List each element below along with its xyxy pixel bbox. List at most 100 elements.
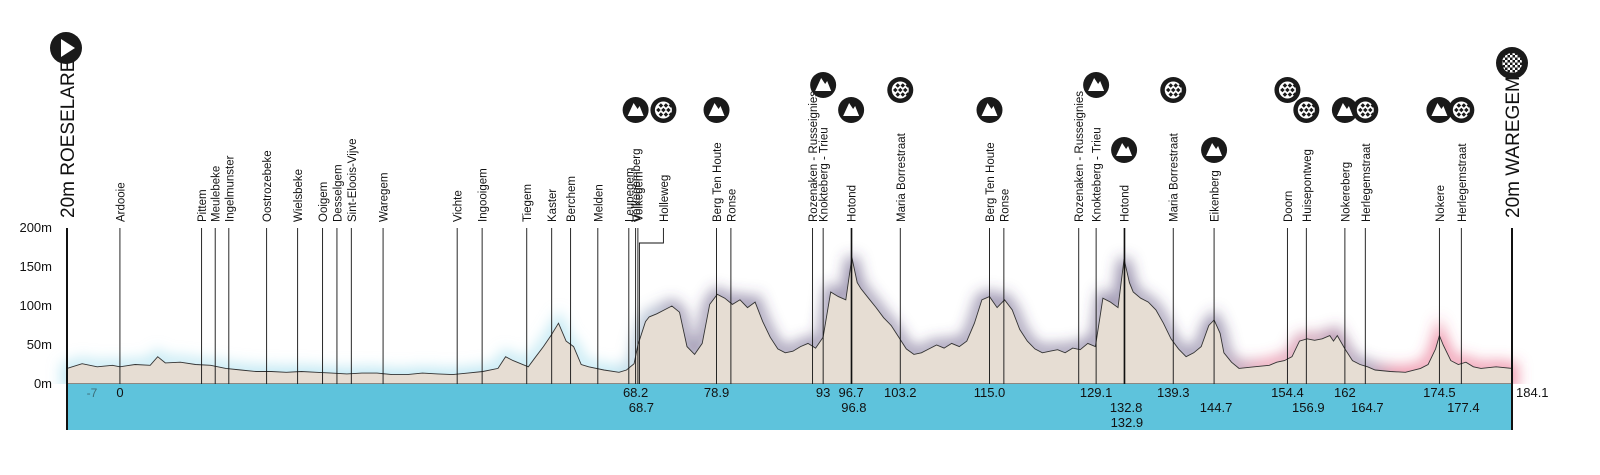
climb-markers (622, 72, 1475, 163)
start-km-label: -7 (87, 386, 98, 400)
y-tick-label: 200m (19, 220, 52, 235)
km-label: 144.7 (1200, 400, 1233, 415)
cobbles-marker-icon (1293, 97, 1320, 123)
start-label: 20m ROESELARE (58, 60, 79, 218)
y-tick-label: 100m (19, 298, 52, 313)
climb-label: Eikenberg (1210, 170, 1222, 222)
place-label: Leupegem (624, 168, 636, 222)
km-label: 162 (1334, 385, 1356, 400)
climb-label: Nokere (1435, 185, 1447, 222)
zero-km-label: 0 (116, 385, 123, 400)
place-label: Pittem (197, 189, 209, 222)
place-label: Ardooie (115, 182, 127, 222)
climb-line (638, 228, 664, 384)
place-labels: Ardooie Pittem Meulebeke Ingelmunster Oostro… (115, 91, 1468, 222)
km-label: 132.8 (1110, 400, 1143, 415)
km-label: 177.4 (1447, 400, 1480, 415)
y-axis: 0m 50m 100m 150m 200m (19, 220, 1513, 430)
climb-marker-icon (1111, 137, 1138, 163)
place-label: Kaster (547, 189, 559, 222)
place-label: Volkegem (633, 171, 645, 222)
climb-label: Knokteberg - Trieu (819, 127, 831, 222)
km-label: 93 (816, 385, 830, 400)
climb-label: Herlegemstraat (1457, 143, 1469, 222)
km-label: 103.2 (884, 385, 917, 400)
climb-marker-icon (838, 97, 865, 123)
climb-marker-icon (976, 97, 1003, 123)
cobbles-marker-icon (887, 77, 914, 103)
climb-label: Maria Borrestraat (896, 132, 908, 222)
climb-label: Volkegemberg (631, 148, 643, 222)
play-icon (50, 32, 82, 64)
climb-label: Hotond (1120, 185, 1132, 222)
climb-marker-icon (1201, 137, 1228, 163)
climb-label: Berg Ten Houte (985, 142, 997, 222)
place-label: Melden (593, 184, 605, 222)
km-label: 156.9 (1292, 400, 1325, 415)
place-label: Desselgem (332, 164, 344, 222)
place-label: Ingelmunster (224, 155, 236, 222)
climb-marker-icon (622, 97, 649, 123)
km-band (67, 384, 1512, 430)
cobbles-marker-icon (1274, 77, 1301, 103)
place-label: Sint-Eloois-Vijve (347, 138, 359, 222)
climb-label: Knokteberg - Trieu (1092, 127, 1104, 222)
cobbles-marker-icon (1448, 97, 1475, 123)
km-label: 132.9 (1111, 415, 1144, 430)
place-label: Waregem (379, 173, 391, 222)
km-label: 96.7 (838, 385, 863, 400)
km-label: 68.7 (629, 400, 654, 415)
elevation-profile (66, 257, 1513, 385)
km-label: 139.3 (1157, 385, 1190, 400)
end-km-label: 184.1 (1516, 385, 1549, 400)
cobbles-marker-icon (1352, 97, 1379, 123)
place-label: Wielsbeke (293, 169, 305, 222)
place-lines (119, 228, 1462, 384)
climb-label: Maria Borrestraat (1169, 132, 1181, 222)
place-label: Ingooigem (478, 168, 490, 222)
profile-area-layer (66, 257, 1513, 385)
place-label: Ronse (999, 189, 1011, 222)
climb-marker-icon (1331, 97, 1358, 123)
km-label: 174.5 (1423, 385, 1456, 400)
place-label: Ooigem (318, 182, 330, 222)
km-label: 78.9 (704, 385, 729, 400)
km-label: 154.4 (1271, 385, 1304, 400)
climb-marker-icon (703, 97, 730, 123)
km-label: 129.1 (1080, 385, 1113, 400)
place-label: Rozenaken - Russeignies (808, 91, 820, 222)
checkered-flag-icon (1496, 47, 1528, 79)
finish-label: 20m WAREGEM (1503, 76, 1524, 218)
cobbles-marker-icon (650, 97, 677, 123)
place-label: Berchem (566, 176, 578, 222)
climb-label: Doorn (1283, 191, 1295, 222)
y-tick-label: 50m (27, 337, 52, 352)
climb-marker-icon (1426, 97, 1453, 123)
cobbles-marker-icon (1160, 77, 1187, 103)
climb-marker-icon (810, 72, 837, 98)
km-label: 115.0 (974, 385, 1006, 400)
place-label: Ronse (726, 189, 738, 222)
climb-label: Huisepontweg (1302, 149, 1314, 222)
y-tick-label: 150m (19, 259, 52, 274)
y-tick-label: 0m (34, 376, 52, 391)
place-label: Meulebeke (211, 166, 223, 222)
place-label: Vichte (453, 190, 465, 222)
climb-label: Berg Ten Houte (712, 142, 724, 222)
place-label: Oostrozebeke (262, 150, 274, 222)
km-label: 164.7 (1351, 400, 1384, 415)
climb-label: Holleweg (659, 175, 671, 222)
climb-label: Herlegemstraat (1361, 143, 1373, 222)
place-label: Rozenaken - Russeignies (1074, 91, 1086, 222)
climb-marker-icon (1083, 72, 1110, 98)
km-label: 68.2 (623, 385, 648, 400)
climb-label: Nokereberg (1340, 162, 1352, 222)
km-band-layer (67, 384, 1512, 430)
climb-label: Hotond (847, 185, 859, 222)
place-label: Tiegem (522, 184, 534, 222)
km-label: 96.8 (841, 400, 866, 415)
start-finish: 20m ROESELARE 20m WAREGEM (50, 32, 1528, 218)
